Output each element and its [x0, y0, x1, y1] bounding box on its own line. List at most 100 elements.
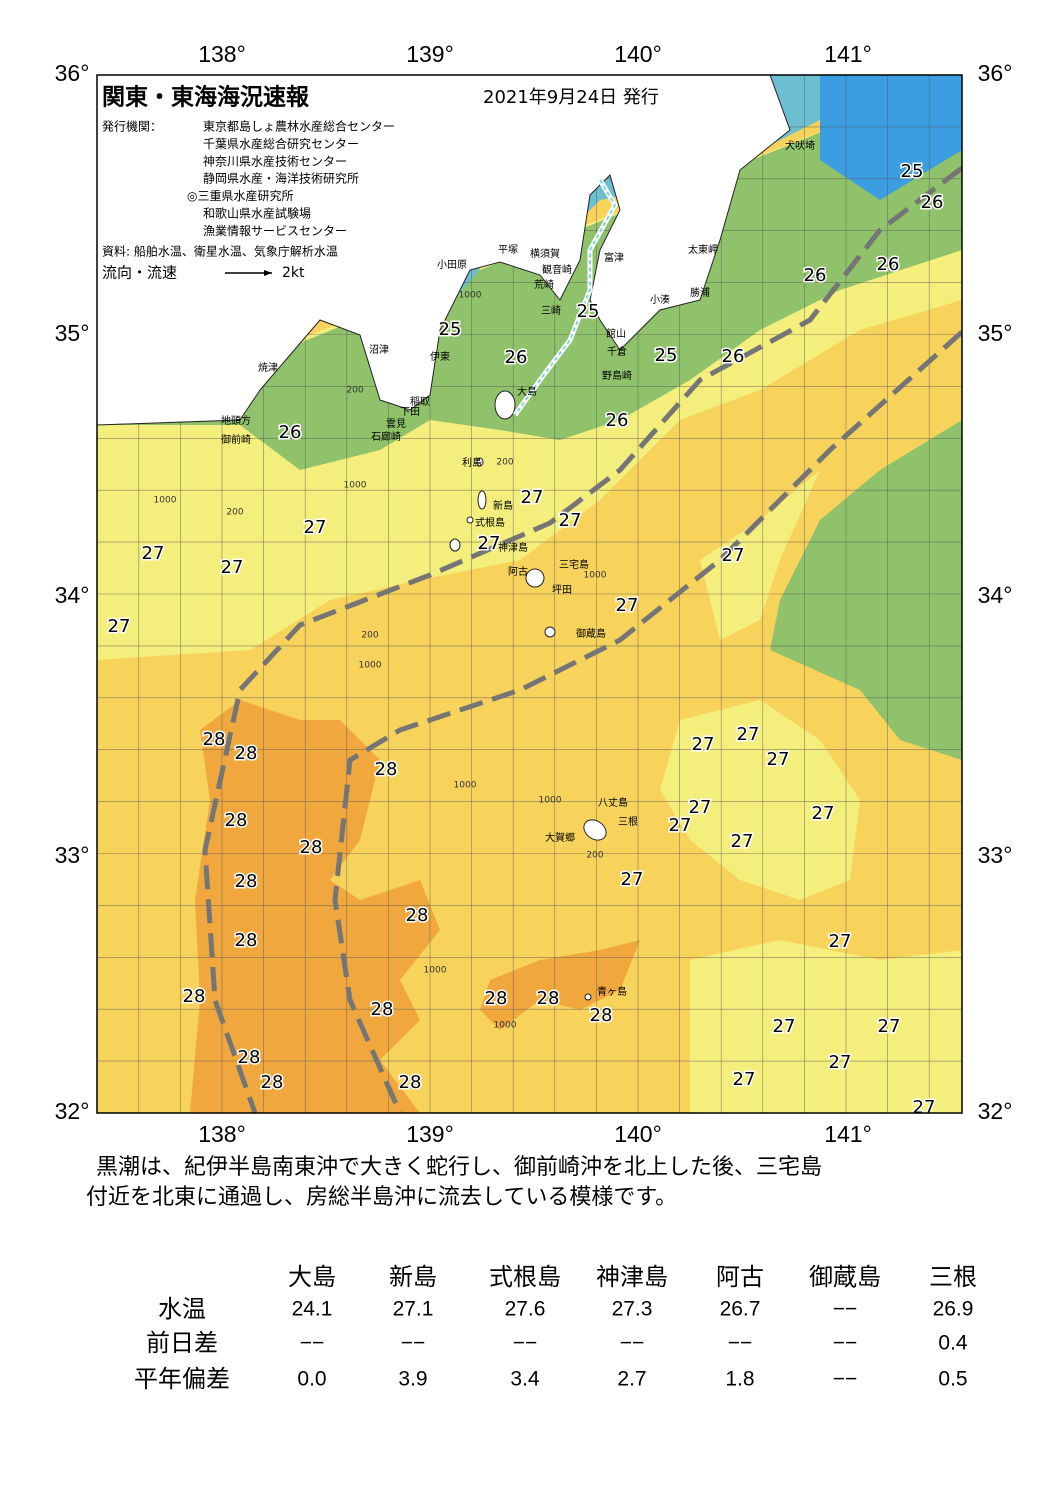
place-name: 伊東	[430, 350, 450, 363]
temperature-label: 28	[300, 837, 323, 858]
temperature-label: 27	[559, 510, 582, 531]
place-name: 平塚	[498, 244, 518, 256]
table-header: 阿古	[716, 1263, 764, 1291]
place-name: 三崎	[541, 304, 561, 317]
table-cell: −−	[833, 1298, 858, 1321]
depth-label: 200	[346, 386, 363, 396]
table-cell: −−	[833, 1332, 858, 1355]
temperature-label: 28	[261, 1072, 284, 1093]
island	[494, 390, 516, 420]
table-cell: 27.1	[393, 1298, 434, 1321]
temperature-label: 28	[235, 743, 258, 764]
place-name: 大島	[517, 385, 537, 398]
lat-label: 36°	[55, 60, 90, 86]
temperature-label: 28	[235, 930, 258, 951]
place-name: 御蔵島	[576, 627, 606, 640]
temperature-label: 26	[804, 265, 827, 286]
place-name: 館山	[606, 327, 626, 340]
lon-label: 138°	[198, 41, 246, 67]
temperature-label: 26	[606, 410, 629, 431]
place-name: 大賀郷	[545, 831, 575, 844]
depth-label: 1000	[454, 781, 477, 791]
temperature-label: 25	[439, 319, 462, 340]
temperature-label: 25	[655, 345, 678, 366]
temperature-label: 26	[921, 192, 944, 213]
temperature-label: 27	[829, 931, 852, 952]
temperature-label: 25	[901, 161, 924, 182]
header: 関東・東海海況速報 2021年9月24日 発行 発行機関： 資料: 船舶水温、衛…	[102, 84, 659, 282]
table-cell: −−	[513, 1332, 538, 1355]
temperature-label: 28	[371, 999, 394, 1020]
temperature-label: 28	[238, 1047, 261, 1068]
place-name: 太東岬	[688, 243, 718, 256]
temperature-label: 27	[692, 734, 715, 755]
temperature-label: 27	[142, 543, 165, 564]
temperature-label: 27	[689, 797, 712, 818]
place-name: 小田原	[437, 259, 467, 271]
depth-label: 1000	[359, 661, 382, 671]
temperature-label: 27	[913, 1097, 936, 1118]
table-cell: 26.9	[933, 1298, 974, 1321]
place-name: 地頭方	[221, 414, 251, 427]
sea-28	[480, 940, 640, 1030]
row-label: 前日差	[146, 1329, 218, 1357]
lat-label: 32°	[55, 1098, 90, 1124]
depth-label: 200	[496, 458, 513, 468]
depth-label: 1000	[344, 481, 367, 491]
place-name: 稲取	[410, 396, 430, 408]
table-cell: 2.7	[617, 1368, 646, 1391]
temperature-label: 27	[773, 1016, 796, 1037]
lat-label: 35°	[55, 320, 90, 346]
temperature-label: 28	[235, 871, 258, 892]
temperature-label: 28	[537, 988, 560, 1009]
island	[583, 819, 607, 841]
issuer: 和歌山県水産試験場	[203, 206, 311, 221]
table-cell: 3.4	[510, 1368, 540, 1391]
lat-label: 34°	[978, 582, 1013, 608]
table-header: 新島	[389, 1263, 437, 1291]
place-name: 新島	[493, 499, 513, 512]
table-header: 式根島	[489, 1263, 561, 1291]
table-cell: −−	[833, 1368, 858, 1391]
issuer: ◎三重県水産研究所	[187, 188, 293, 203]
lat-label: 33°	[55, 842, 90, 868]
place-name: 焼津	[258, 362, 278, 374]
temperature-label: 26	[722, 346, 745, 367]
temperature-label: 28	[375, 759, 398, 780]
island	[476, 457, 484, 467]
lon-label: 138°	[198, 1121, 246, 1147]
temperature-label: 28	[225, 810, 248, 831]
island	[544, 626, 556, 638]
table-cell: −−	[620, 1332, 645, 1355]
place-name: 沼津	[369, 343, 389, 356]
temperature-label: 28	[399, 1072, 422, 1093]
lat-label: 33°	[978, 842, 1013, 868]
place-name: 荒崎	[534, 278, 554, 291]
place-name: 千倉	[607, 345, 627, 358]
table-cell: 0.5	[938, 1368, 967, 1391]
description-line: 付近を北東に通過し、房総半島沖に流去している模様です。	[86, 1185, 677, 1210]
table-header: 大島	[288, 1263, 336, 1291]
legend-speed: 2kt	[282, 265, 305, 281]
depth-label: 1000	[584, 571, 607, 581]
ferry-track	[514, 179, 617, 416]
temperature-label: 28	[183, 986, 206, 1007]
temperature-label: 27	[221, 557, 244, 578]
temperature-label: 28	[590, 1005, 613, 1026]
depth-label: 200	[226, 508, 243, 518]
row-label: 水温	[158, 1295, 206, 1323]
island	[449, 538, 461, 552]
temperature-label: 27	[478, 533, 501, 554]
sea-deep-blue	[820, 75, 962, 200]
table-cell: 27.6	[505, 1298, 546, 1321]
place-name: 勝浦	[690, 286, 710, 299]
table-header: 三根	[929, 1263, 977, 1291]
title: 関東・東海海況速報	[102, 84, 310, 111]
temperature-label: 26	[877, 254, 900, 275]
temperature-label: 26	[279, 422, 302, 443]
temperature-label: 27	[722, 545, 745, 566]
temperature-label: 27	[108, 616, 131, 637]
land	[97, 75, 791, 426]
